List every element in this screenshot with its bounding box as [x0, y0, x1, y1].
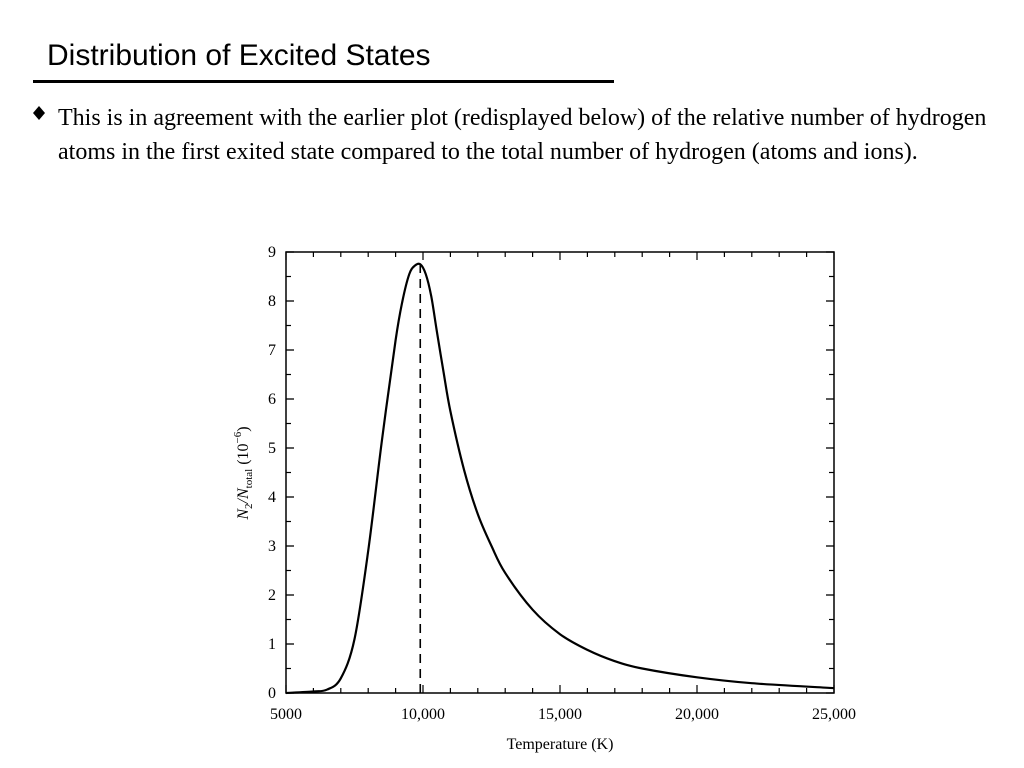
chart: 0 1 2 3 4 5 6 7 8 9 5000 10,000 15,000 20,000 25,000 T…	[232, 244, 856, 753]
axis-ticks	[285, 251, 835, 694]
y-tick-label: 9	[268, 244, 276, 261]
y-tick-label: 0	[268, 685, 276, 702]
y-tick-label: 7	[268, 342, 276, 359]
slide-title: Distribution of Excited States	[47, 39, 431, 72]
y-tick-label: 6	[268, 391, 276, 408]
series-line	[285, 262, 835, 695]
y-tick-label: 2	[268, 587, 276, 604]
x-tick-label: 20,000	[675, 706, 719, 723]
y-label-sub-total: total	[243, 469, 255, 489]
bullet-text: This is in agreement with the earlier pl…	[58, 105, 987, 165]
plot-frame	[285, 251, 835, 694]
y-tick-label: 1	[268, 636, 276, 653]
y-label-exponent: −6	[232, 431, 244, 443]
bullet-item: This is in agreement with the earlier pl…	[31, 101, 1006, 169]
y-tick-label: 4	[268, 489, 276, 506]
y-label-close: )	[235, 426, 252, 431]
title-underline	[33, 80, 614, 83]
y-label-unit: (10	[235, 443, 252, 468]
y-axis-label: N2/Ntotal (10−6)	[232, 426, 255, 520]
y-label-n: N	[235, 508, 252, 521]
y-label-sub-2: 2	[243, 503, 255, 509]
axis-tick-labels: 0 1 2 3 4 5 6 7 8 9 5000 10,000 15,000 20,000 25,000	[268, 244, 856, 723]
x-tick-label: 15,000	[538, 706, 582, 723]
x-tick-label: 5000	[270, 706, 302, 723]
diamond-bullet-icon	[33, 106, 45, 120]
y-tick-label: 8	[268, 293, 276, 310]
y-tick-label: 5	[268, 440, 276, 457]
x-tick-label: 25,000	[812, 706, 856, 723]
x-tick-label: 10,000	[401, 706, 445, 723]
x-axis-label: Temperature (K)	[507, 736, 614, 753]
y-label-slash-n: /N	[235, 487, 252, 504]
y-tick-label: 3	[268, 538, 276, 555]
